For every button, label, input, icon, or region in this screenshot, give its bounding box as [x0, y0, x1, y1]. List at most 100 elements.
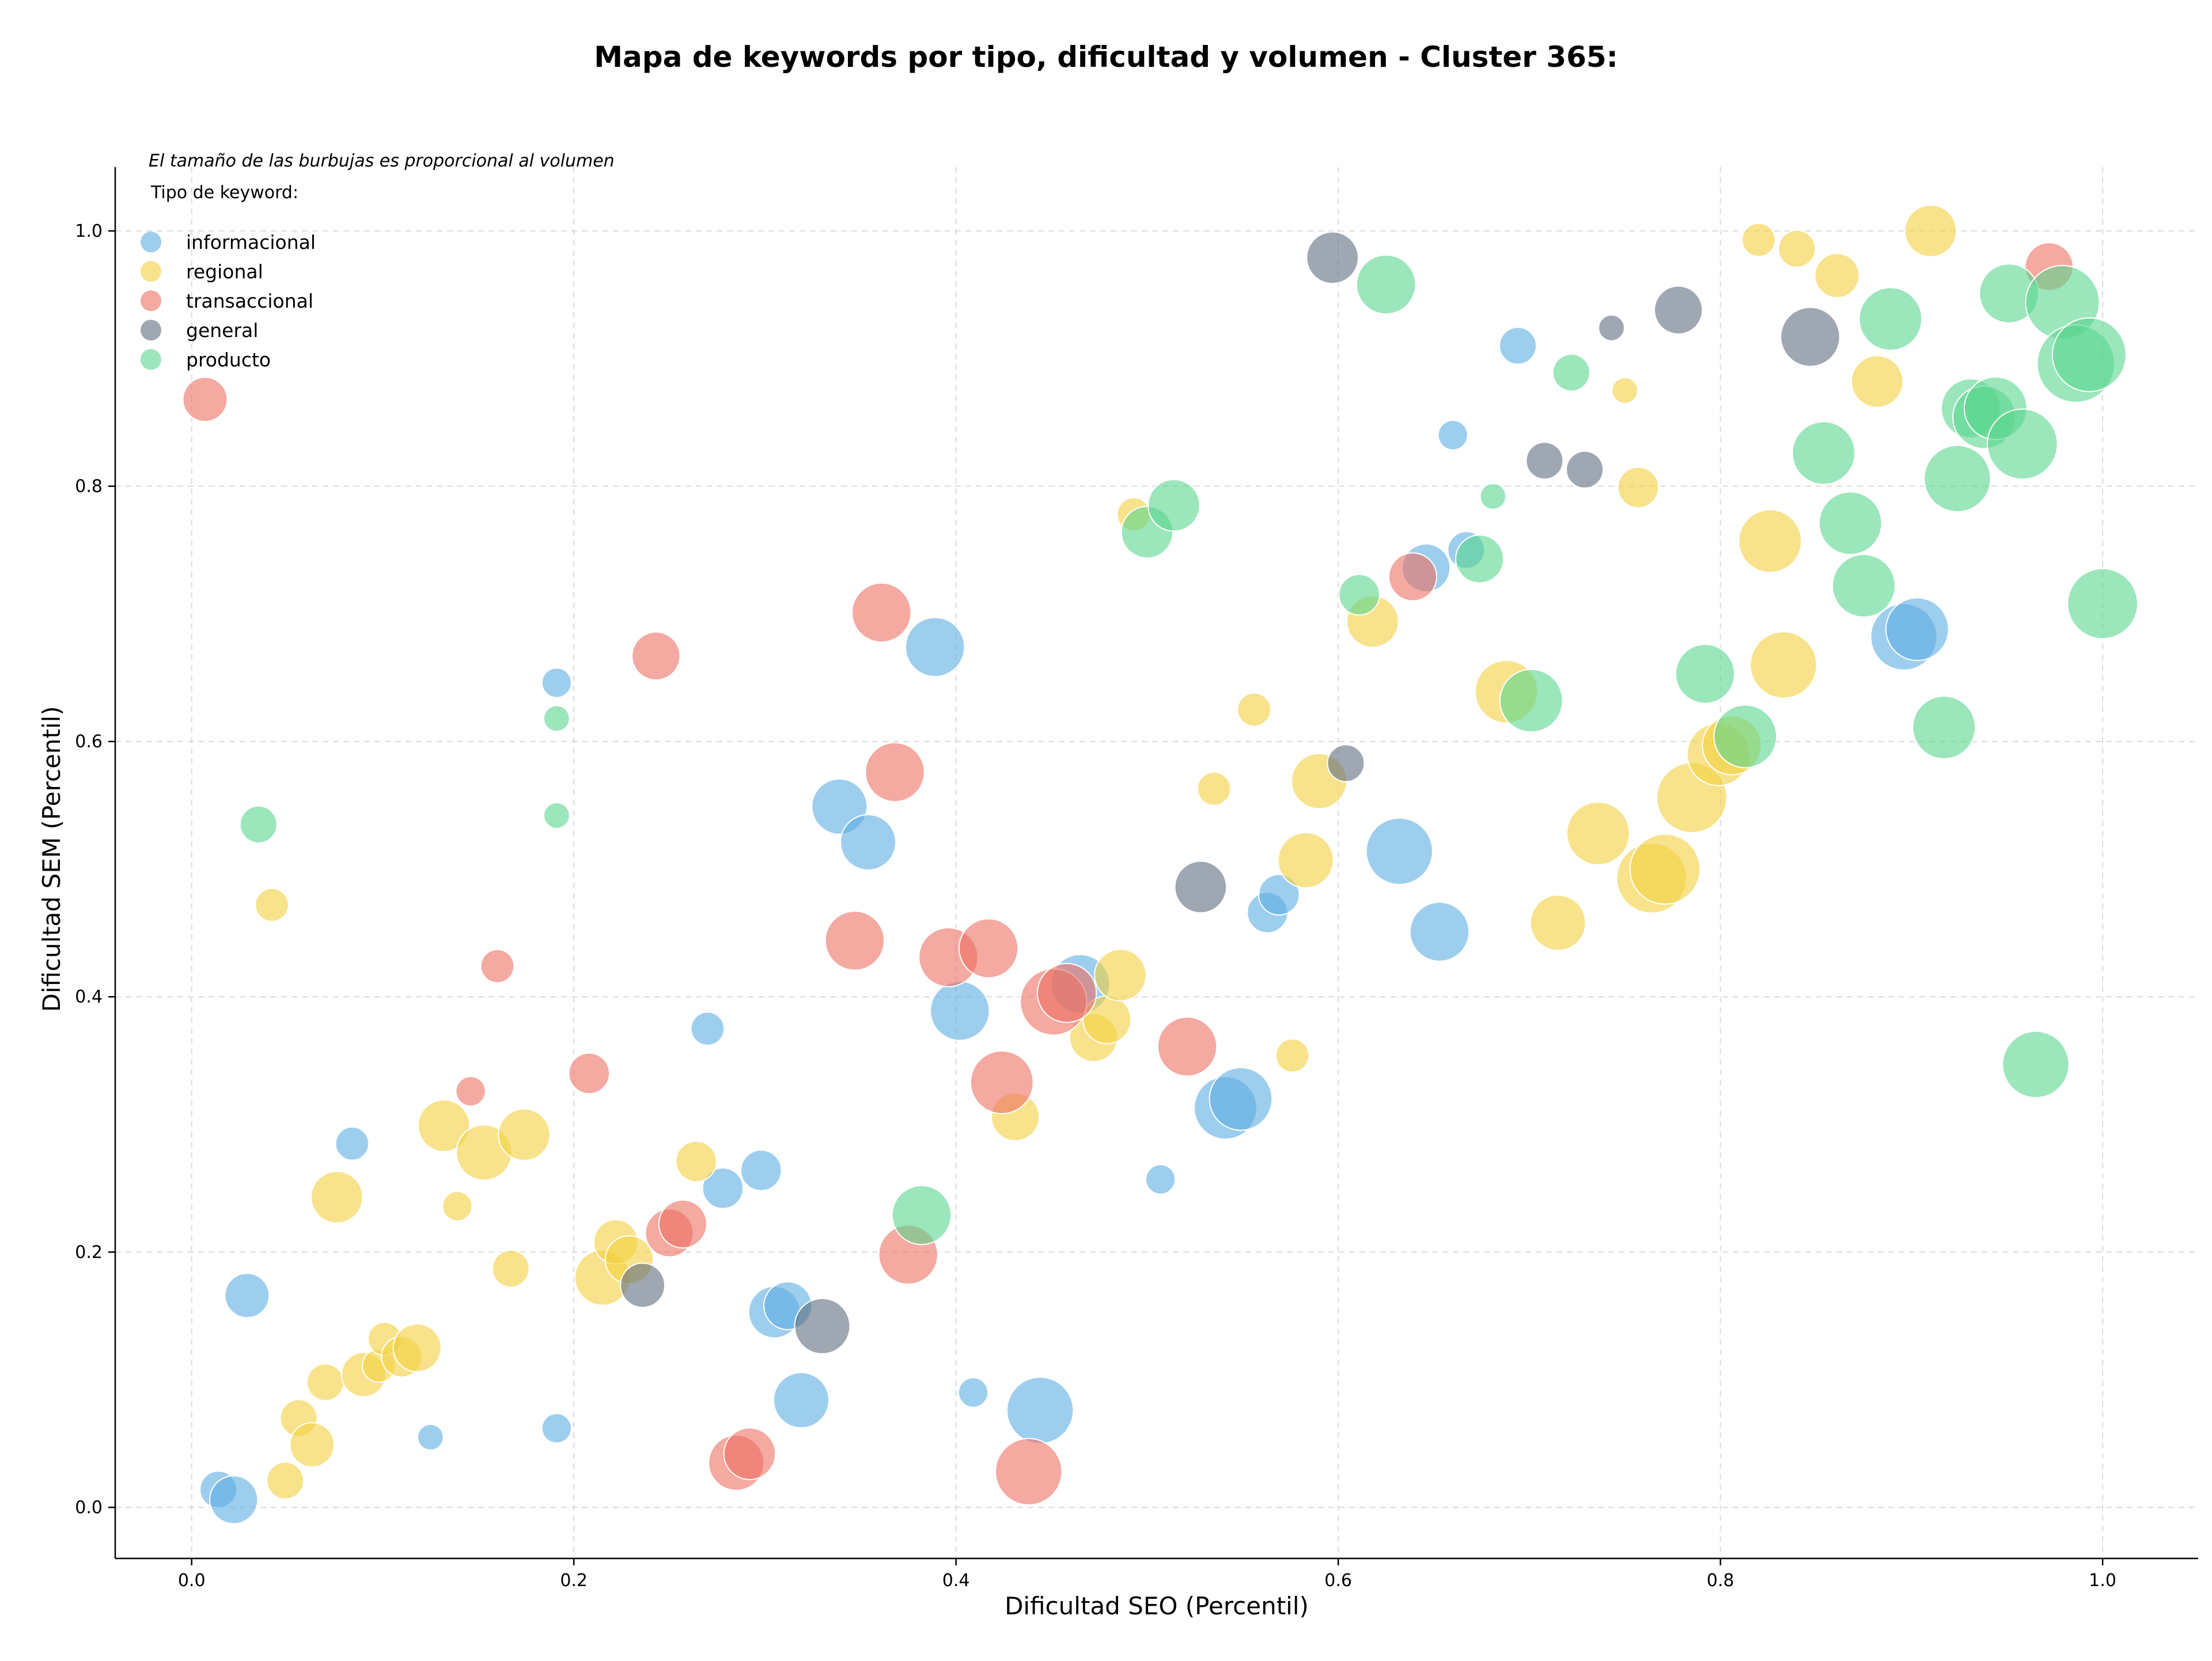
point-informacional-20 — [1145, 1164, 1176, 1195]
point-transaccional-6 — [658, 1199, 707, 1249]
point-informacional-30 — [1498, 327, 1537, 365]
point-producto-12 — [1675, 644, 1736, 704]
point-informacional-12 — [772, 1372, 830, 1429]
point-informacional-17 — [957, 1377, 989, 1408]
point-producto-10 — [1499, 668, 1563, 733]
point-producto-2 — [543, 705, 570, 732]
point-general-0 — [620, 1262, 666, 1308]
y-axis-label: Dificultad SEM (Percentil) — [37, 706, 66, 1012]
x-tick-label: 0.8 — [1707, 1571, 1734, 1591]
point-regional-46 — [1850, 355, 1904, 408]
point-transaccional-20 — [1388, 552, 1438, 601]
y-tick-label: 1.0 — [75, 221, 103, 241]
x-tick-label: 0.2 — [560, 1571, 588, 1591]
y-axis-ticks: 0.0 0.2 0.4 0.6 0.8 1.0 — [75, 221, 115, 1518]
point-regional-32 — [1529, 894, 1586, 951]
point-transaccional-4 — [631, 631, 681, 681]
point-producto-0 — [239, 805, 278, 844]
point-informacional-2 — [224, 1273, 270, 1318]
point-informacional-28 — [1437, 419, 1468, 451]
point-informacional-22 — [1209, 1066, 1273, 1131]
point-regional-44 — [1778, 229, 1816, 268]
point-general-7 — [1598, 314, 1625, 342]
point-transaccional-19 — [1157, 1016, 1218, 1077]
legend-title: Tipo de keyword: — [150, 183, 298, 203]
point-regional-45 — [1814, 252, 1860, 298]
x-tick-label: 1.0 — [2089, 1571, 2116, 1591]
point-transaccional-9 — [824, 910, 885, 971]
point-regional-19 — [675, 1140, 717, 1183]
point-producto-16 — [1832, 554, 1896, 618]
point-informacional-1 — [209, 1475, 259, 1524]
chart-title: Mapa de keywords por tipo, dificultad y … — [594, 40, 1618, 74]
point-transaccional-11 — [865, 741, 925, 803]
point-regional-35 — [1617, 466, 1660, 509]
point-informacional-27 — [1409, 901, 1470, 962]
point-producto-9 — [1479, 483, 1507, 510]
legend-marker-regional — [141, 261, 161, 282]
legend-label-general: general — [186, 319, 258, 342]
point-general-5 — [1525, 441, 1564, 480]
point-regional-47 — [1904, 204, 1957, 258]
x-tick-label: 0.6 — [1324, 1571, 1352, 1591]
point-producto-6 — [1338, 574, 1380, 616]
point-transaccional-16 — [995, 1437, 1063, 1505]
point-producto-29 — [2067, 567, 2138, 640]
point-informacional-18 — [1006, 1376, 1074, 1444]
point-producto-1 — [543, 802, 570, 829]
point-general-2 — [1174, 860, 1228, 914]
bubble-size-note: El tamaño de las burbujas es proporciona… — [149, 151, 615, 171]
legend-label-informacional: informacional — [186, 231, 316, 253]
point-general-4 — [1327, 744, 1365, 782]
point-regional-42 — [1738, 509, 1802, 573]
point-transaccional-3 — [568, 1052, 610, 1095]
point-informacional-9 — [740, 1149, 782, 1191]
point-informacional-4 — [416, 1424, 444, 1451]
y-tick-label: 0.2 — [75, 1242, 103, 1262]
point-producto-18 — [1912, 695, 1976, 760]
point-informacional-6 — [541, 667, 572, 698]
point-producto-8 — [1455, 534, 1505, 584]
point-regional-33 — [1566, 801, 1630, 865]
point-informacional-8 — [702, 1167, 744, 1209]
point-regional-23 — [1094, 948, 1147, 1002]
point-transaccional-0 — [182, 376, 228, 422]
point-regional-3 — [289, 1422, 335, 1468]
point-regional-14 — [491, 1250, 530, 1288]
x-axis-ticks: 0.0 0.2 0.4 0.6 0.8 1.0 — [178, 1558, 2116, 1591]
point-informacional-16 — [930, 981, 990, 1041]
point-regional-5 — [310, 1171, 363, 1224]
point-producto-3 — [891, 1185, 952, 1246]
point-informacional-5 — [541, 1413, 572, 1444]
legend-label-regional: regional — [186, 260, 263, 283]
point-regional-15 — [498, 1108, 551, 1161]
point-transaccional-8 — [723, 1427, 777, 1481]
point-regional-27 — [1275, 1038, 1310, 1073]
point-producto-24 — [1986, 408, 2058, 480]
y-tick-label: 0.6 — [75, 732, 103, 752]
point-transaccional-14 — [958, 918, 1019, 979]
point-general-6 — [1566, 451, 1604, 489]
point-producto-15 — [1818, 491, 1883, 555]
point-general-8 — [1654, 285, 1703, 335]
y-tick-label: 0.0 — [75, 1497, 103, 1518]
point-informacional-14 — [840, 814, 897, 871]
legend-marker-informacional — [141, 232, 161, 252]
point-general-3 — [1306, 231, 1359, 285]
point-regional-1 — [266, 1461, 305, 1500]
point-regional-12 — [442, 1190, 473, 1222]
point-regional-43 — [1749, 631, 1817, 699]
point-general-9 — [1780, 307, 1840, 367]
point-producto-19 — [1923, 445, 1991, 513]
point-informacional-24 — [1258, 873, 1300, 916]
point-regional-10 — [392, 1323, 442, 1373]
legend-marker-transaccional — [141, 290, 161, 311]
point-informacional-3 — [335, 1126, 370, 1161]
point-producto-11 — [1552, 353, 1590, 392]
point-informacional-15 — [904, 616, 965, 678]
point-producto-5 — [1147, 479, 1200, 532]
data-points — [182, 204, 2138, 1524]
point-regional-34 — [1611, 377, 1639, 404]
y-tick-label: 0.4 — [75, 987, 103, 1007]
point-producto-28 — [2051, 317, 2127, 392]
